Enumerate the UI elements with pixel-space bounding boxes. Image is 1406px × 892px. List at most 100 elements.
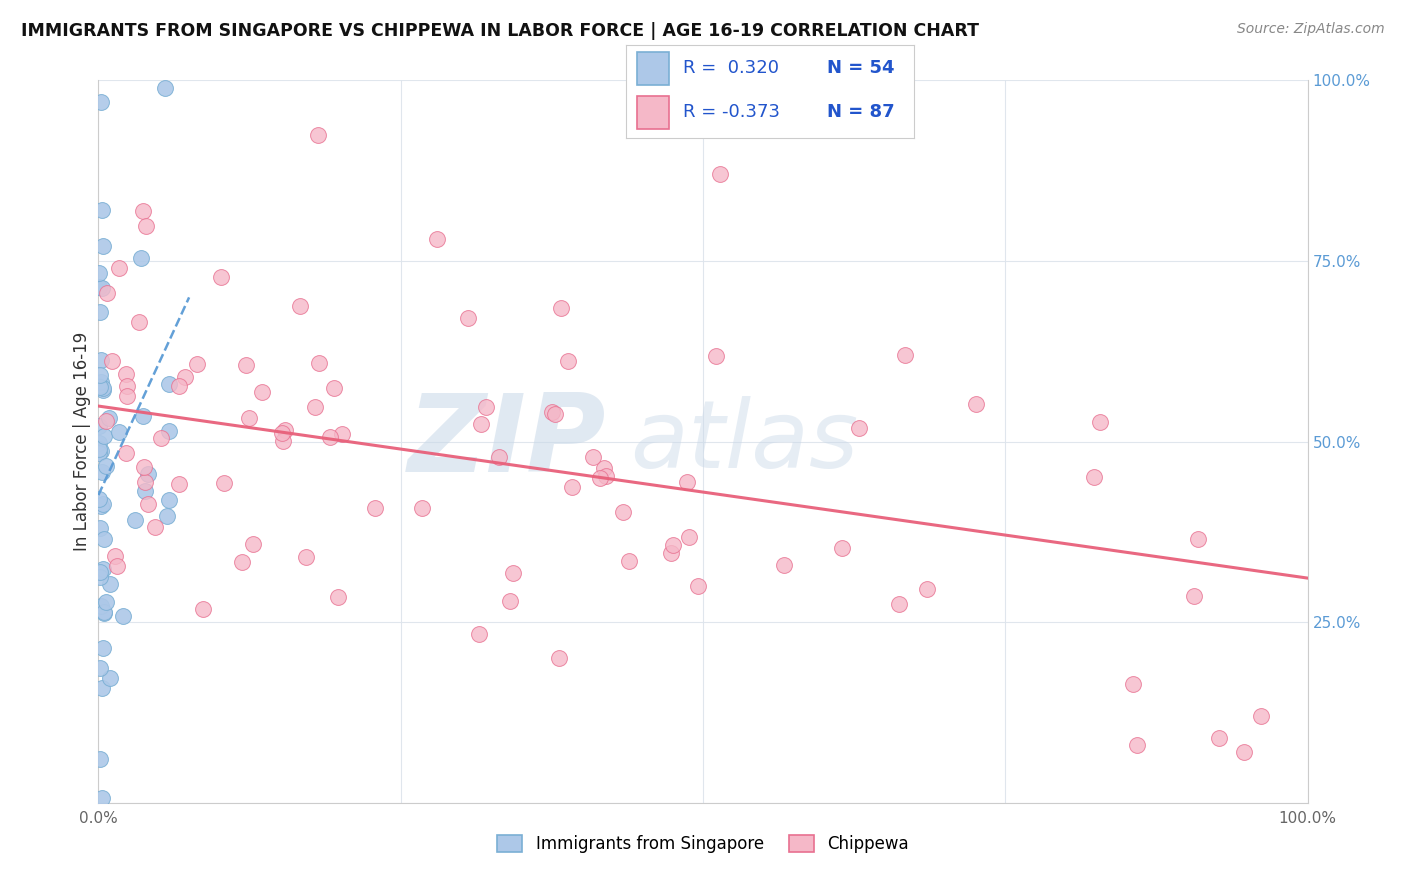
Point: [308, 356, 330, 370]
Point: [89, 380, 111, 394]
Point: [96, 414, 118, 428]
Point: [186, 357, 208, 371]
Point: [169, 379, 191, 393]
Point: [457, 311, 479, 326]
Point: [238, 411, 260, 425]
Point: [328, 590, 350, 604]
Point: [157, 492, 180, 507]
Point: [90, 376, 112, 390]
Point: [93, 606, 115, 620]
Point: [1122, 677, 1144, 691]
Point: [89, 368, 111, 382]
Point: [89, 279, 111, 293]
Point: [90, 681, 112, 696]
Point: [93, 641, 115, 656]
Point: [332, 426, 354, 441]
Point: [114, 445, 136, 459]
Point: [91, 791, 114, 805]
Point: [470, 417, 492, 431]
Point: [93, 532, 115, 546]
Point: [93, 429, 115, 443]
Text: ZIP: ZIP: [408, 389, 606, 494]
Point: [93, 605, 115, 619]
Point: [143, 520, 166, 534]
Point: [155, 81, 177, 95]
Point: [426, 232, 449, 246]
Point: [271, 426, 294, 441]
Point: [304, 400, 326, 414]
Point: [115, 367, 138, 381]
Point: [550, 301, 572, 316]
Point: [191, 602, 214, 616]
Point: [1233, 745, 1256, 759]
Point: [132, 459, 155, 474]
Point: [91, 562, 114, 576]
Point: [89, 660, 111, 674]
Point: [174, 369, 197, 384]
Point: [271, 434, 294, 449]
Legend: Immigrants from Singapore, Chippewa: Immigrants from Singapore, Chippewa: [491, 828, 915, 860]
Point: [1083, 470, 1105, 484]
FancyBboxPatch shape: [637, 96, 669, 129]
Point: [90, 281, 112, 295]
Point: [91, 383, 114, 397]
Point: [115, 389, 138, 403]
Point: [89, 266, 111, 280]
Point: [659, 546, 682, 560]
Text: Source: ZipAtlas.com: Source: ZipAtlas.com: [1237, 22, 1385, 37]
Point: [704, 350, 727, 364]
Point: [831, 541, 853, 556]
Point: [887, 598, 910, 612]
Point: [582, 450, 605, 464]
Point: [89, 565, 111, 579]
Point: [1125, 738, 1147, 752]
Text: atlas: atlas: [630, 396, 859, 487]
Point: [112, 608, 135, 623]
Point: [90, 499, 112, 513]
Point: [87, 436, 110, 450]
Point: [89, 491, 111, 506]
Point: [91, 203, 114, 218]
Point: [475, 400, 498, 414]
Point: [159, 424, 181, 438]
Point: [135, 219, 157, 233]
Point: [619, 553, 641, 567]
Point: [686, 579, 709, 593]
Text: N = 87: N = 87: [827, 103, 896, 121]
Point: [1182, 589, 1205, 603]
Point: [91, 239, 114, 253]
Point: [157, 376, 180, 391]
Point: [1250, 709, 1272, 723]
Point: [132, 409, 155, 424]
Text: IMMIGRANTS FROM SINGAPORE VS CHIPPEWA IN LABOR FORCE | AGE 16-19 CORRELATION CHA: IMMIGRANTS FROM SINGAPORE VS CHIPPEWA IN…: [21, 22, 979, 40]
Point: [91, 465, 114, 479]
Point: [235, 358, 257, 372]
Point: [612, 505, 634, 519]
Point: [136, 497, 159, 511]
Point: [548, 651, 571, 665]
Point: [156, 508, 179, 523]
Point: [136, 467, 159, 481]
Point: [108, 425, 131, 440]
Text: R =  0.320: R = 0.320: [683, 59, 779, 77]
Point: [89, 442, 111, 456]
Point: [488, 450, 510, 465]
Point: [115, 379, 138, 393]
Point: [96, 459, 118, 474]
Point: [89, 599, 111, 613]
Point: [468, 627, 491, 641]
Point: [87, 445, 110, 459]
Point: [105, 559, 128, 574]
Text: N = 54: N = 54: [827, 59, 896, 77]
Point: [231, 555, 253, 569]
Point: [98, 576, 121, 591]
Point: [848, 421, 870, 435]
Point: [149, 431, 172, 445]
Point: [134, 483, 156, 498]
Point: [966, 397, 988, 411]
Point: [103, 549, 125, 563]
Point: [167, 476, 190, 491]
Point: [90, 95, 112, 109]
Point: [1208, 731, 1230, 745]
Point: [499, 594, 522, 608]
